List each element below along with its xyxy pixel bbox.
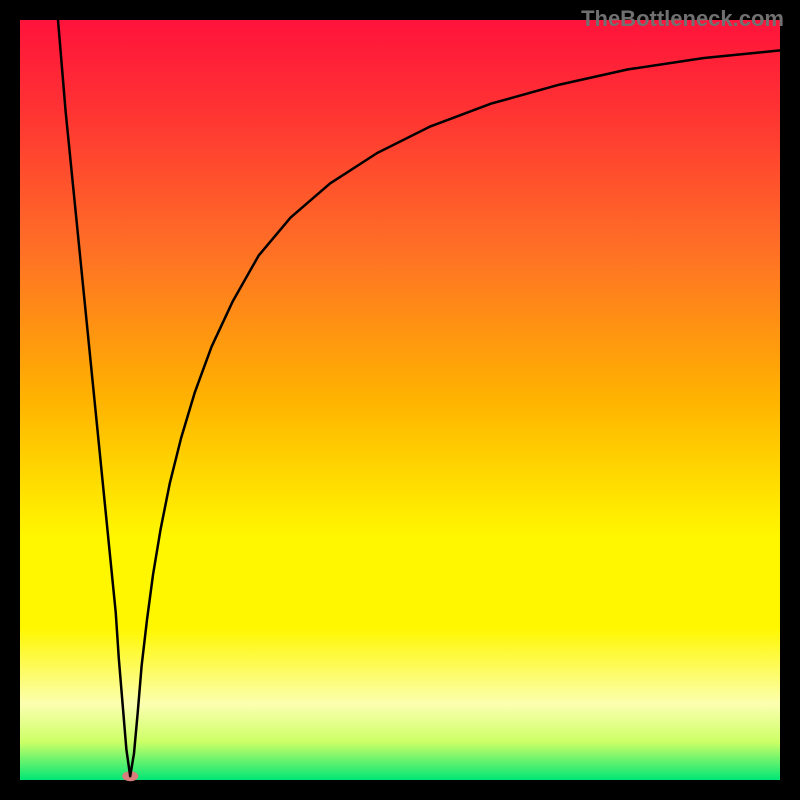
chart-plot-background (20, 20, 780, 780)
watermark-text: TheBottleneck.com (581, 6, 784, 32)
bottleneck-chart: TheBottleneck.com (0, 0, 800, 800)
chart-svg (0, 0, 800, 800)
